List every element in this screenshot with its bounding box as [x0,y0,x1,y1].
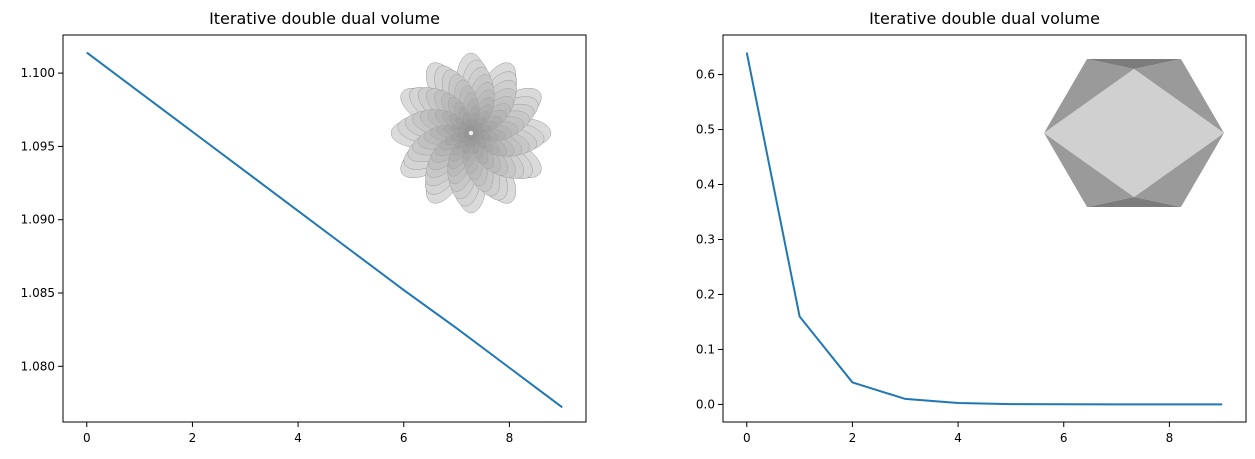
y-tick-label: 0.2 [696,287,715,301]
flower-center [469,131,473,135]
x-tick-label: 8 [1166,431,1174,445]
petal-shape [471,125,475,132]
x-tick-label: 8 [506,431,514,445]
flower-icon [390,52,552,214]
chart-left: Iterative double dual volume 0 2 4 6 8 1.080 1… [21,9,587,445]
x-tick-label: 4 [954,431,962,445]
hexagon-upper-left-facet [1044,59,1134,133]
series-line [745,52,1223,406]
chart-right: Iterative double dual volume 0 2 4 6 8 0.0 0.1… [696,9,1247,445]
series-group [86,51,563,409]
flower-polygon-image [390,52,552,214]
chart-title: Iterative double dual volume [209,9,440,28]
y-tick-label: 1.085 [21,286,55,300]
y-tick-label: 1.100 [21,66,55,80]
y-tick-label: 0.6 [696,68,715,82]
y-tick-label: 0.4 [696,178,715,192]
x-tick-label: 6 [1060,431,1068,445]
x-tick-label: 6 [400,431,408,445]
hexagon-lower-left-facet [1044,133,1134,207]
x-tick-label: 0 [83,431,91,445]
y-tick-label: 0.5 [696,123,715,137]
series-line [86,51,563,409]
hexagon-center-facet [1044,69,1224,197]
y-tick-label: 0.0 [696,397,715,411]
x-tick-label: 2 [189,431,197,445]
flower-layer [463,125,479,141]
x-tick-label: 0 [743,431,751,445]
x-tick-label: 4 [294,431,302,445]
hexagon-icon [1044,59,1224,207]
series-group [745,52,1223,406]
y-tick-label: 0.1 [696,342,715,356]
tick-group: 0 2 4 6 8 0.0 0.1 0.2 0.3 0.4 0.5 0.6 [696,68,1173,445]
y-tick-label: 1.090 [21,213,55,227]
y-tick-label: 1.095 [21,139,55,153]
hexagon-polygon-image [1044,59,1224,207]
tick-group: 0 2 4 6 8 1.080 1.085 1.090 1.095 1.100 [21,66,514,445]
hexagon-top-facet [1087,59,1181,69]
hexagon-upper-right-facet [1134,59,1224,133]
chart-title: Iterative double dual volume [869,9,1100,28]
y-tick-label: 1.080 [21,359,55,373]
hexagon-bottom-facet [1087,197,1181,207]
y-tick-label: 0.3 [696,232,715,246]
x-tick-label: 2 [849,431,857,445]
hexagon-lower-right-facet [1134,133,1224,207]
